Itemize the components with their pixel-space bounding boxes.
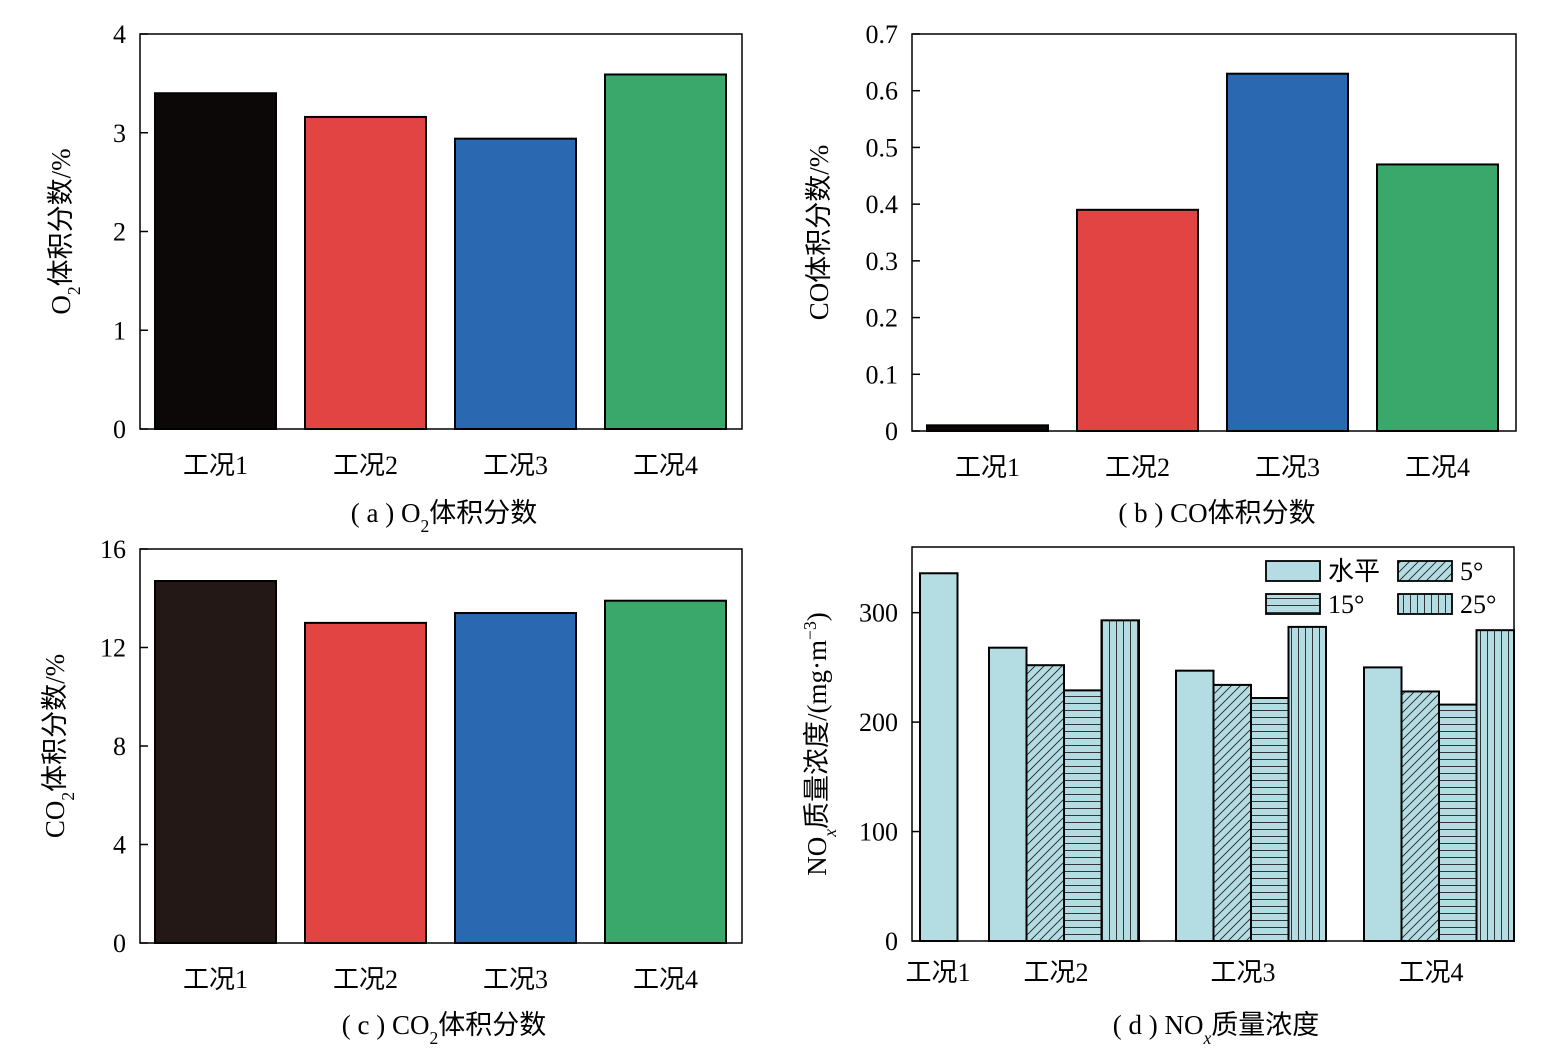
panel-d-legend-label: 25°	[1460, 590, 1496, 619]
panel-c-bar	[454, 612, 577, 945]
panel-c-x-ticks: 工况1 工况2 工况3 工况4	[183, 965, 698, 994]
panel-d-y-tick-label: 0	[885, 927, 898, 956]
panel-b-bar	[926, 424, 1049, 433]
panel-d-bar-none	[1363, 666, 1403, 943]
panel-b-bar	[1376, 163, 1499, 432]
panel-c-bars	[154, 580, 727, 945]
panel-a-y-tick-label: 3	[113, 119, 126, 148]
panel-d-bar-vertical	[1287, 625, 1327, 943]
panel-c-bar	[304, 621, 427, 944]
panel-d-plot-frame	[911, 546, 1515, 942]
panel-b-bar	[1076, 208, 1199, 432]
panel-d-bar-diagonal	[1212, 683, 1252, 943]
panel-b-plot-frame	[911, 33, 1517, 432]
panel-a-bar	[304, 115, 427, 430]
panel-d-x-tick-label: 工况3	[1210, 958, 1275, 987]
panel-c-x-tick-label: 工况2	[333, 965, 398, 994]
panel-c-bar	[604, 599, 727, 945]
panel-b-y-tick-label: 0.2	[866, 304, 899, 333]
panel-a-bars	[154, 73, 727, 431]
panel-d-y-tick-label: 300	[859, 599, 898, 628]
panel-b-y-tick-label: 0.5	[866, 133, 899, 162]
panel-d-y-tick-label: 100	[859, 818, 898, 847]
panel-d-legend: 水平 5° 15° 25°	[1265, 557, 1496, 619]
panel-b-y-tick-label: 0.3	[866, 247, 899, 276]
panel-b-bar	[1226, 72, 1349, 432]
panel-a-y-tick-label: 4	[113, 20, 126, 49]
panel-d-bar-horizontal	[1250, 697, 1290, 942]
panel-a-caption: ( a ) O2体积分数	[351, 498, 537, 536]
panel-a-x-tick-label: 工况1	[183, 451, 248, 480]
panel-b-y-tick-label: 0.1	[866, 360, 899, 389]
panel-d-legend-label: 水平	[1328, 557, 1380, 586]
panel-a-y-tick-label: 0	[113, 415, 126, 444]
panel-a-x-tick-label: 工况2	[333, 451, 398, 480]
panel-d-legend-swatch	[1265, 593, 1321, 615]
panel-d-legend-label: 5°	[1460, 557, 1483, 586]
panel-c-x-tick-label: 工况4	[633, 965, 698, 994]
panel-b-x-tick-label: 工况2	[1105, 453, 1170, 482]
panel-b-x-tick-label: 工况4	[1405, 453, 1470, 482]
panel-a-y-axis-label: O2体积分数/%	[46, 148, 84, 314]
panel-b-x-tick-label: 工况3	[1255, 453, 1320, 482]
panel-d-bar-horizontal	[1438, 703, 1478, 942]
panel-d-x-ticks: 工况1 工况2 工况3 工况4	[905, 958, 1463, 987]
panel-c-y-tick-label: 8	[113, 732, 126, 761]
panel-d-legend-label: 15°	[1328, 590, 1364, 619]
panel-d-y-ticks: 0 100 200 300	[859, 599, 920, 956]
panel-c-x-tick-label: 工况3	[483, 965, 548, 994]
panel-d-bar-diagonal	[1400, 690, 1440, 943]
panel-b-x-ticks: 工况1 工况2 工况3 工况4	[955, 453, 1470, 482]
panel-a-y-ticks: 0 1 2 3 4	[113, 20, 148, 444]
panel-a-bar	[454, 137, 577, 431]
panel-c-y-axis-label: CO2体积分数/%	[40, 654, 78, 838]
panel-d-nox-chart: 0 100 200 300 工况1 工况2 工况3 工况4 水平 5° 15° 25° NOx质量…	[800, 546, 1515, 1048]
panel-a-y-tick-label: 1	[113, 316, 126, 345]
panel-d-y-tick-label: 200	[859, 708, 898, 737]
panel-a-x-tick-label: 工况3	[483, 451, 548, 480]
panel-c-y-ticks: 0 4 8 12 16	[100, 535, 148, 958]
panel-c-y-tick-label: 16	[100, 535, 126, 564]
panel-b-y-tick-label: 0.4	[866, 190, 899, 219]
panel-c-y-tick-label: 0	[113, 929, 126, 958]
panel-c-x-tick-label: 工况1	[183, 965, 248, 994]
panel-d-legend-swatch	[1397, 593, 1453, 615]
panel-b-y-tick-label: 0	[885, 417, 898, 446]
panel-b-y-tick-label: 0.6	[866, 77, 899, 106]
panel-d-bar-vertical	[1475, 629, 1515, 943]
panel-d-bar-none	[919, 572, 959, 942]
panel-c-caption: ( c ) CO2体积分数	[342, 1010, 547, 1048]
panel-d-bar-horizontal	[1063, 689, 1103, 942]
panel-d-bar-none	[988, 646, 1028, 942]
panel-d-x-tick-label: 工况1	[905, 958, 970, 987]
panel-d-x-tick-label: 工况4	[1398, 958, 1463, 987]
panel-b-caption: ( b ) CO体积分数	[1118, 498, 1315, 528]
panel-d-x-tick-label: 工况2	[1023, 958, 1088, 987]
panel-d-legend-swatch	[1397, 560, 1453, 582]
panel-d-bars	[919, 572, 1515, 943]
panel-c-bar	[154, 580, 277, 944]
panel-d-bar-vertical	[1100, 619, 1140, 942]
panel-c-y-tick-label: 4	[113, 831, 126, 860]
panel-a-x-ticks: 工况1 工况2 工况3 工况4	[183, 451, 698, 480]
panel-d-bar-diagonal	[1025, 664, 1065, 942]
panel-d-caption: ( d ) NOx质量浓度	[1113, 1010, 1320, 1048]
panel-b-bars	[926, 72, 1499, 433]
panel-a-bar	[604, 73, 727, 431]
panel-d-legend-swatch	[1265, 560, 1321, 582]
panel-b-y-ticks: 0 0.1 0.2 0.3 0.4 0.5 0.6 0.7	[866, 20, 920, 446]
panel-b-co-chart: 0 0.1 0.2 0.3 0.4 0.5 0.6 0.7 工况1 工况2 工况3 工况4 CO体积…	[804, 20, 1517, 528]
panel-c-co2-chart: 0 4 8 12 16 工况1 工况2 工况3 工况4 CO2体积分数/% ( c ) CO2…	[40, 535, 743, 1048]
panel-b-y-tick-label: 0.7	[866, 20, 899, 49]
panel-b-x-tick-label: 工况1	[955, 453, 1020, 482]
panel-c-y-tick-label: 12	[100, 634, 126, 663]
panel-a-bar	[154, 92, 277, 430]
panel-a-y-tick-label: 2	[113, 218, 126, 247]
panel-a-o2-chart: 0 1 2 3 4 工况1 工况2 工况3 工况4 O2体积分数/% ( a ) O2体积分数	[46, 20, 743, 536]
panel-d-bar-none	[1175, 669, 1215, 943]
panel-d-y-axis-label: NOx质量浓度/(mg·m−3)	[800, 612, 840, 875]
panel-b-y-axis-label: CO体积分数/%	[804, 145, 834, 321]
panel-a-x-tick-label: 工况4	[633, 451, 698, 480]
